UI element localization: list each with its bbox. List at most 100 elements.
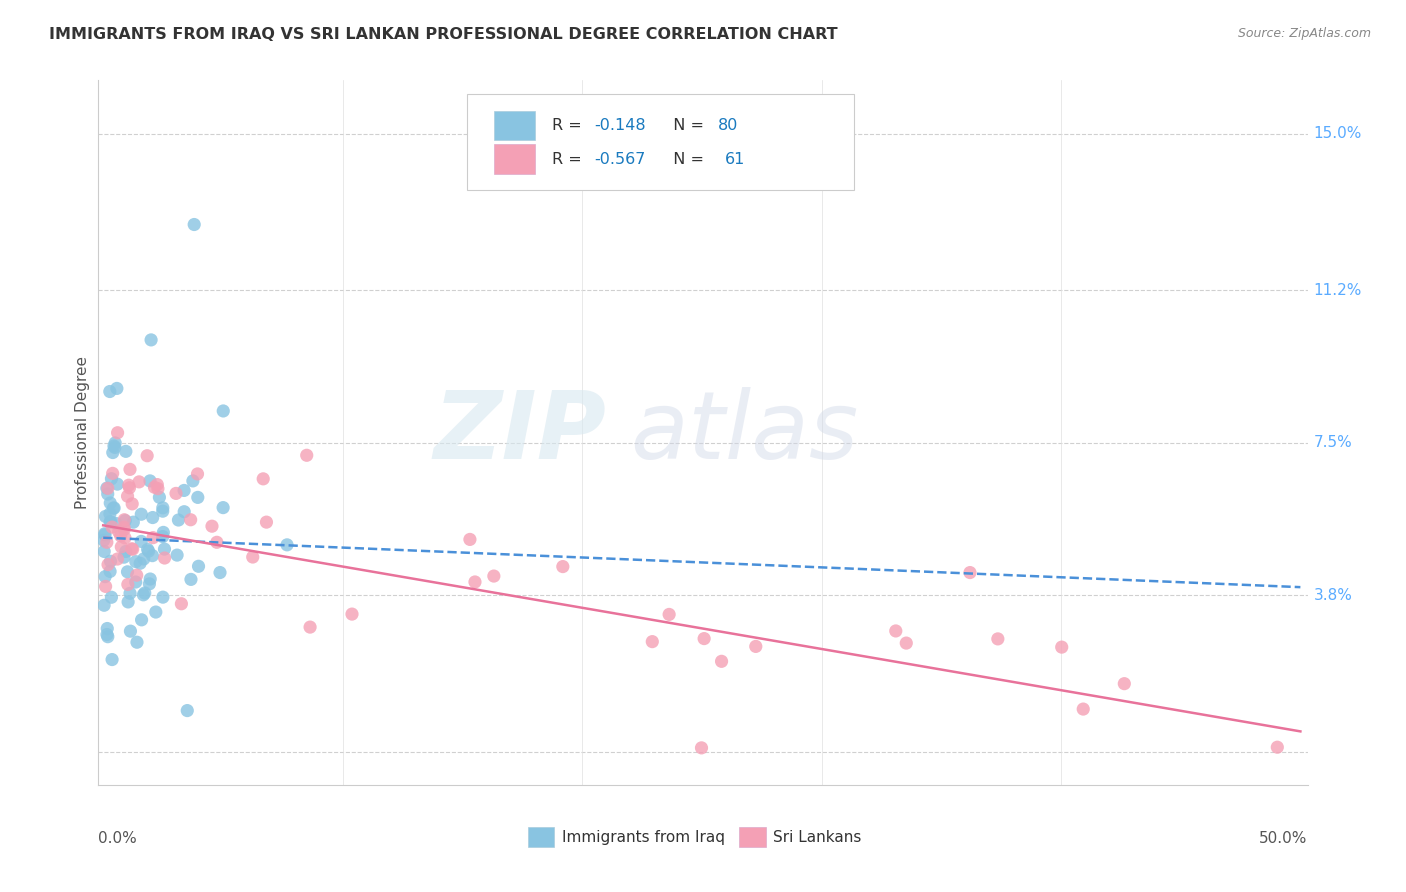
Point	[93, 526, 115, 541]
Point	[641, 634, 664, 648]
Point	[138, 577, 160, 591]
Point	[170, 597, 193, 611]
Point	[340, 607, 363, 621]
Point	[131, 613, 153, 627]
Point	[1265, 740, 1288, 755]
Point	[118, 481, 141, 495]
Point	[117, 489, 139, 503]
Point	[101, 520, 124, 534]
Point	[112, 523, 135, 537]
Point	[125, 635, 148, 649]
Point	[114, 514, 136, 528]
Point	[128, 475, 150, 489]
Point	[120, 624, 142, 639]
Point	[93, 544, 115, 558]
Point	[125, 574, 148, 589]
Point	[118, 586, 141, 600]
Text: 3.8%: 3.8%	[1313, 588, 1353, 603]
Point	[100, 591, 122, 605]
Point	[186, 467, 208, 481]
Point	[93, 533, 115, 548]
Point	[112, 520, 135, 534]
Point	[118, 462, 141, 476]
Point	[693, 632, 716, 646]
Point	[139, 474, 162, 488]
Point	[153, 542, 176, 557]
Point	[94, 579, 117, 593]
Point	[104, 441, 127, 455]
Point	[690, 740, 713, 755]
Point	[101, 467, 124, 481]
Point	[142, 531, 165, 545]
Point	[212, 404, 235, 418]
Point	[987, 632, 1010, 646]
Point	[176, 704, 198, 718]
Point	[103, 439, 125, 453]
Point	[129, 534, 152, 549]
Point	[173, 483, 195, 498]
Point	[458, 533, 481, 547]
Point	[551, 559, 574, 574]
Point	[97, 558, 120, 572]
Point	[146, 482, 169, 496]
Point	[212, 500, 235, 515]
Point	[121, 497, 143, 511]
Text: -0.567: -0.567	[595, 152, 645, 167]
Point	[112, 513, 135, 527]
Point	[141, 549, 163, 563]
Point	[105, 477, 128, 491]
Point	[187, 559, 209, 574]
Point	[167, 513, 190, 527]
Point	[152, 590, 174, 604]
Text: Immigrants from Iraq: Immigrants from Iraq	[561, 830, 724, 845]
Point	[117, 565, 139, 579]
Point	[146, 477, 169, 491]
Point	[96, 627, 118, 641]
Point	[181, 474, 204, 488]
Point	[153, 551, 176, 566]
Point	[96, 481, 118, 495]
Y-axis label: Professional Degree: Professional Degree	[75, 356, 90, 509]
Point	[959, 566, 981, 580]
Point	[132, 552, 155, 566]
Text: Source: ZipAtlas.com: Source: ZipAtlas.com	[1237, 27, 1371, 40]
Point	[94, 528, 117, 542]
Text: -0.148: -0.148	[595, 118, 645, 133]
Point	[148, 491, 170, 505]
Text: 7.5%: 7.5%	[1313, 435, 1353, 450]
Point	[98, 515, 121, 529]
Point	[105, 381, 128, 395]
Point	[745, 640, 768, 654]
Point	[94, 509, 117, 524]
Text: atlas: atlas	[630, 387, 859, 478]
Point	[295, 448, 318, 462]
Point	[187, 491, 209, 505]
Point	[98, 565, 121, 579]
Bar	[494, 111, 534, 140]
Point	[276, 538, 298, 552]
Point	[112, 550, 135, 565]
Text: R =: R =	[551, 118, 586, 133]
Point	[115, 444, 138, 458]
Point	[139, 572, 162, 586]
Point	[101, 445, 124, 459]
Point	[256, 515, 278, 529]
Point	[464, 574, 486, 589]
Point	[129, 556, 152, 570]
Text: IMMIGRANTS FROM IRAQ VS SRI LANKAN PROFESSIONAL DEGREE CORRELATION CHART: IMMIGRANTS FROM IRAQ VS SRI LANKAN PROFE…	[49, 27, 838, 42]
Point	[884, 624, 907, 638]
Point	[201, 519, 224, 533]
Point	[136, 542, 159, 557]
Point	[299, 620, 322, 634]
Point	[98, 384, 121, 399]
Point	[482, 569, 505, 583]
Point	[145, 605, 167, 619]
Point	[152, 530, 174, 544]
Point	[136, 449, 159, 463]
Point	[121, 541, 143, 556]
Point	[152, 500, 174, 515]
Point	[110, 529, 132, 543]
Point	[115, 544, 138, 558]
Text: 0.0%: 0.0%	[98, 830, 138, 846]
Point	[114, 531, 136, 545]
